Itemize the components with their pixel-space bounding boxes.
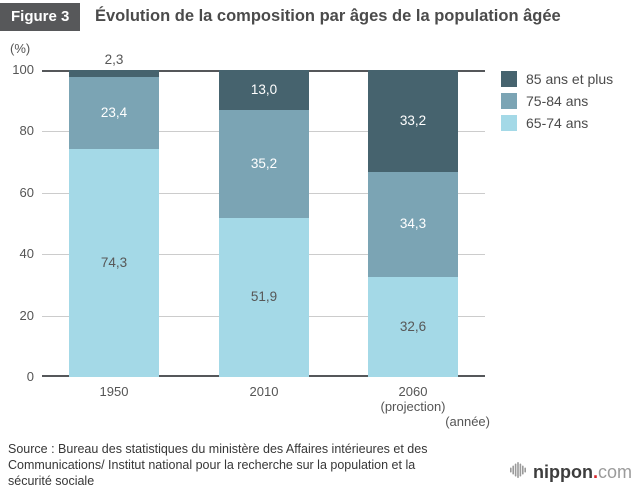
source-line: Source : Bureau des statistiques du mini…	[8, 442, 428, 456]
x-tick-year: 2060	[398, 384, 428, 399]
brand-dot: .	[592, 462, 598, 482]
bar-value-label: 32,6	[399, 318, 427, 334]
x-tick-label: 2060 (projection)	[343, 384, 483, 414]
bar-segment	[69, 70, 159, 78]
lantern-icon	[509, 461, 527, 484]
legend-label: 85 ans et plus	[526, 71, 614, 87]
y-tick-label: 80	[19, 123, 34, 139]
source-note: Source : Bureau des statistiques du mini…	[8, 441, 488, 489]
legend-swatch	[501, 93, 517, 109]
legend-item: 85 ans et plus	[501, 71, 613, 87]
brand-name: nippon	[532, 462, 593, 482]
bar-segment	[69, 148, 159, 377]
source-line: sécurité sociale	[8, 474, 95, 488]
legend-label: 75-84 ans	[526, 93, 589, 109]
bar-value-label: 35,2	[250, 155, 278, 171]
bar-segment	[368, 276, 458, 377]
bar-value-label: 74,3	[100, 254, 128, 270]
bar-value-label: 33,2	[399, 112, 427, 128]
bar-segment	[219, 217, 309, 377]
bar-segment	[219, 109, 309, 218]
bar-segment	[69, 77, 159, 149]
figure-badge: Figure 3	[0, 3, 81, 31]
bar-segment	[368, 69, 458, 172]
legend-item: 75-84 ans	[501, 93, 613, 109]
x-axis-unit-label: (année)	[445, 414, 490, 429]
bar-segment	[219, 69, 309, 110]
bar-value-label: 23,4	[100, 104, 128, 120]
bar-segment	[368, 171, 458, 277]
x-tick-year: 2010	[249, 384, 279, 399]
plot-area: 74,3 23,4 2,3 51,9 35,2 13,0 32,6 34,3 33,2	[42, 52, 485, 377]
legend: 85 ans et plus 75-84 ans 65-74 ans	[501, 71, 613, 137]
x-tick-label: 2010	[194, 384, 334, 399]
y-tick-label: 40	[19, 246, 34, 262]
legend-swatch	[501, 115, 517, 131]
legend-label: 65-74 ans	[526, 115, 589, 131]
bar-value-label: 34,3	[399, 216, 427, 232]
bar-value-label: 51,9	[250, 289, 278, 305]
y-axis-unit-label: (%)	[10, 41, 31, 56]
nippon-com-logo[interactable]: nippon . com	[509, 461, 632, 484]
legend-swatch	[501, 71, 517, 87]
x-tick-year: 1950	[99, 384, 129, 399]
bar-value-label: 2,3	[104, 52, 124, 67]
x-tick-sublabel: (projection)	[380, 399, 446, 414]
legend-item: 65-74 ans	[501, 115, 613, 131]
chart-title: Évolution de la composition par âges de …	[95, 7, 561, 25]
source-line: Communications/ Institut national pour l…	[8, 458, 416, 472]
brand-tld: com	[597, 462, 632, 482]
y-tick-label: 100	[12, 62, 34, 77]
bar-value-label: 13,0	[250, 81, 278, 97]
y-tick-label: 0	[26, 369, 34, 384]
y-tick-label: 20	[19, 307, 34, 323]
y-tick-label: 60	[19, 184, 34, 200]
x-tick-label: 1950	[44, 384, 184, 399]
